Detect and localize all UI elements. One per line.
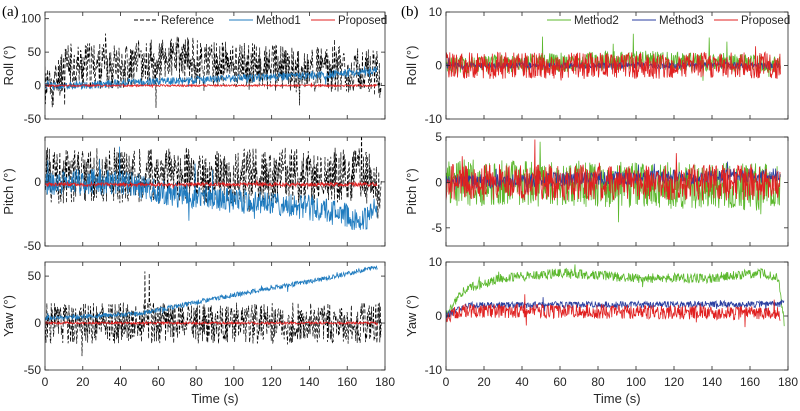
x-tick-label: 180 — [375, 375, 395, 389]
series-line-method1 — [45, 146, 378, 230]
y-tick-label: 50 — [28, 45, 42, 59]
y-tick-label: 5 — [435, 130, 442, 144]
chart-a-pitch: -50 0 Pitch (°) — [1, 136, 386, 253]
series-group — [446, 139, 781, 223]
y-tick-label: 100 — [21, 12, 41, 26]
y-tick-label: 0 — [435, 59, 442, 73]
x-tick-label: 20 — [76, 375, 90, 389]
x-tick-label: 140 — [299, 375, 319, 389]
x-tick-label: 80 — [189, 375, 203, 389]
y-tick-label: -10 — [425, 112, 443, 126]
series-line-proposed — [45, 82, 378, 88]
x-axis-label: Time (s) — [191, 391, 238, 406]
series-line-proposed — [446, 46, 781, 81]
legend-label-method3: Method3 — [659, 15, 704, 27]
series-line-method3 — [446, 297, 785, 319]
y-tick-label: 50 — [28, 269, 42, 283]
y-tick-label: 10 — [429, 255, 443, 269]
x-tick-label: 40 — [114, 375, 128, 389]
y-tick-label: -50 — [24, 363, 42, 377]
y-axis-label: Roll (°) — [404, 46, 419, 86]
series-line-proposed — [45, 320, 378, 327]
y-tick-label: -50 — [24, 112, 42, 126]
y-tick-label: -5 — [431, 221, 442, 235]
x-tick-label: 160 — [740, 375, 760, 389]
y-axis-label: Roll (°) — [1, 46, 16, 86]
x-tick-label: 40 — [515, 375, 529, 389]
legend-label-reference: Reference — [161, 15, 214, 27]
legend: Reference Method1 Proposed — [134, 15, 387, 27]
y-tick-label: -50 — [24, 239, 42, 253]
panel-label-a: (a) — [2, 4, 19, 20]
x-tick-label: 60 — [553, 375, 567, 389]
series-line-reference — [45, 33, 382, 108]
legend-label-proposed: Proposed — [338, 15, 387, 27]
y-axis-label: Yaw (°) — [404, 295, 419, 337]
series-group — [45, 137, 382, 230]
y-tick-label: 10 — [429, 5, 443, 19]
series-group — [45, 265, 382, 357]
series-group — [446, 264, 785, 328]
series-line-method2 — [446, 264, 785, 327]
series-line-reference — [45, 271, 382, 357]
panel-label-b: (b) — [401, 4, 419, 20]
x-tick-label: 80 — [591, 375, 605, 389]
x-tick-label: 0 — [42, 375, 49, 389]
chart-b-pitch: -5 0 5 Pitch (°) — [404, 130, 789, 247]
legend: Method2 Method3 Proposed — [547, 15, 790, 27]
x-tick-label: 120 — [262, 375, 282, 389]
series-line-proposed — [446, 139, 781, 201]
series-group — [446, 33, 781, 81]
y-axis-label: Pitch (°) — [404, 168, 419, 214]
x-tick-label: 100 — [626, 375, 646, 389]
y-tick-label: 0 — [34, 175, 41, 189]
axis-frame — [445, 136, 789, 247]
x-tick-label: 0 — [443, 375, 450, 389]
legend-label-method2: Method2 — [574, 15, 619, 27]
legend-label-proposed: Proposed — [741, 15, 790, 27]
y-axis-label: Yaw (°) — [1, 295, 16, 337]
y-tick-label: -10 — [425, 363, 443, 377]
chart-a-roll: -50 0 50 100 Roll (°) Reference Method1 Propose… — [1, 11, 387, 126]
legend-label-method1: Method1 — [256, 15, 301, 27]
series-line-proposed — [45, 180, 378, 190]
axis-frame — [44, 261, 386, 371]
x-tick-label: 100 — [224, 375, 244, 389]
y-tick-label: 0 — [34, 79, 41, 93]
series-line-proposed — [446, 294, 781, 328]
x-tick-label: 20 — [477, 375, 491, 389]
axis-frame — [44, 136, 386, 247]
axis-frame — [44, 11, 386, 120]
series-line-method1 — [45, 265, 378, 322]
x-axis-label: Time (s) — [593, 391, 640, 406]
series-line-method2 — [446, 141, 781, 223]
series-group — [45, 33, 382, 108]
y-tick-label: 0 — [435, 175, 442, 189]
x-tick-label: 180 — [778, 375, 798, 389]
x-tick-label: 160 — [337, 375, 357, 389]
chart-b-roll: -10 0 10 Roll (°) Method2 Method3 Proposed — [404, 5, 790, 126]
x-tick-label: 120 — [664, 375, 684, 389]
x-tick-label: 140 — [702, 375, 722, 389]
y-tick-label: 0 — [34, 316, 41, 330]
y-tick-label: 0 — [435, 309, 442, 323]
x-tick-label: 60 — [152, 375, 166, 389]
y-axis-label: Pitch (°) — [1, 168, 16, 214]
